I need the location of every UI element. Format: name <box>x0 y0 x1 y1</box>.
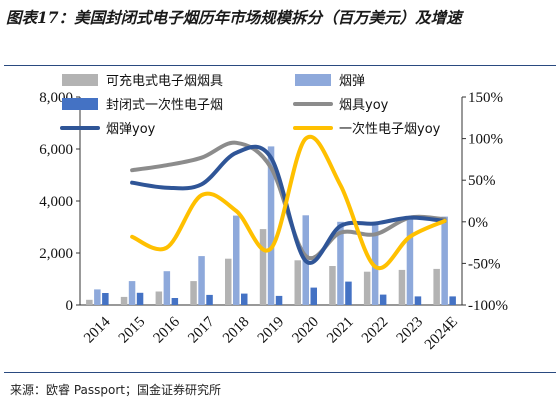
source-note: 来源：欧睿 Passport；国金证券研究所 <box>10 383 221 397</box>
line-pod-yoy <box>130 144 447 265</box>
legend-item-device-yoy-label: 烟具yoy <box>339 98 389 113</box>
bar-disposable-2023 <box>414 296 422 305</box>
y-left-tick-label: 2,000 <box>39 246 73 262</box>
bar-disposable-2016 <box>171 298 179 305</box>
bar-pod-2023 <box>406 217 414 305</box>
y-right-tick-label: 150% <box>468 90 503 106</box>
bar-charger-2015 <box>120 296 128 305</box>
legend-item-pod-yoy-label: 烟弹yoy <box>106 122 156 137</box>
y-left-tick-label: 6,000 <box>39 142 73 158</box>
bar-pod-2021 <box>337 221 344 305</box>
bar-disposable-2014 <box>102 293 109 305</box>
bar-disposable-2015 <box>136 292 144 305</box>
y-right-tick-label: 50% <box>468 173 496 189</box>
bar-pod-2014 <box>94 289 101 305</box>
bar-pod-2016 <box>163 271 171 305</box>
x-tick-label: 2014 <box>81 314 114 347</box>
bar-disposable-2019 <box>275 295 283 305</box>
bar-charger-2021 <box>329 266 336 305</box>
bar-charger-2019 <box>259 229 267 305</box>
y-right-tick-label: 100% <box>468 132 503 148</box>
legend-item-disposable-label: 封闭式一次性电子烟 <box>106 97 223 113</box>
x-tick-label: 2015 <box>116 314 149 347</box>
legend-item-pod-label: 烟弹 <box>339 74 365 89</box>
bar-charger-2016 <box>155 291 163 305</box>
y-left-tick-label: 0 <box>66 298 74 314</box>
chart-title: 图表17：美国封闭式电子烟历年市场规模拆分（百万美元）及增速 <box>6 8 462 27</box>
legend-item-disposable-yoy-label: 一次性电子烟yoy <box>339 121 441 137</box>
y-right-tick-label: -50% <box>468 256 501 272</box>
title-divider <box>4 65 556 66</box>
x-tick-label: 2016 <box>151 314 184 347</box>
bar-pod-2019 <box>267 146 275 305</box>
bar-charger-2017 <box>190 281 197 305</box>
bar-disposable-2021 <box>345 281 352 305</box>
bar-charger-2022 <box>363 271 371 305</box>
bar-pod-2015 <box>128 281 136 305</box>
bar-disposable-2017 <box>206 294 213 305</box>
bar-charger-2024E <box>433 268 440 305</box>
bar-pod-2024E <box>441 216 448 305</box>
bar-pod-2017 <box>198 256 205 305</box>
x-tick-label: 2020 <box>289 314 322 347</box>
bar-disposable-2018 <box>241 293 248 305</box>
legend-item-pod-swatch <box>295 74 331 86</box>
legend-item-charger-swatch <box>62 74 98 86</box>
bar-charger-2014 <box>86 299 93 305</box>
bar-charger-2023 <box>398 269 406 305</box>
x-tick-label: 2024E <box>422 314 461 353</box>
bar-pod-2018 <box>233 215 240 305</box>
bar-disposable-2020 <box>310 287 317 305</box>
x-tick-label: 2017 <box>185 314 218 347</box>
bar-disposable-2024E <box>449 296 456 305</box>
line-disposable-yoy <box>130 134 447 271</box>
legend-item-charger-label: 可充电式电子烟烟具 <box>106 73 223 89</box>
x-tick-label: 2021 <box>324 314 357 347</box>
x-tick-label: 2022 <box>359 314 392 347</box>
legend-item-disposable-swatch <box>62 98 98 110</box>
y-right-tick-label: -100% <box>468 298 508 314</box>
x-tick-label: 2018 <box>220 314 253 347</box>
bar-disposable-2022 <box>379 294 387 305</box>
bar-charger-2020 <box>294 260 301 305</box>
x-tick-label: 2019 <box>255 314 288 347</box>
y-left-tick-label: 4,000 <box>39 194 73 210</box>
source-divider <box>4 372 556 373</box>
y-right-tick-label: 0% <box>468 215 488 231</box>
bar-charger-2018 <box>225 258 232 305</box>
